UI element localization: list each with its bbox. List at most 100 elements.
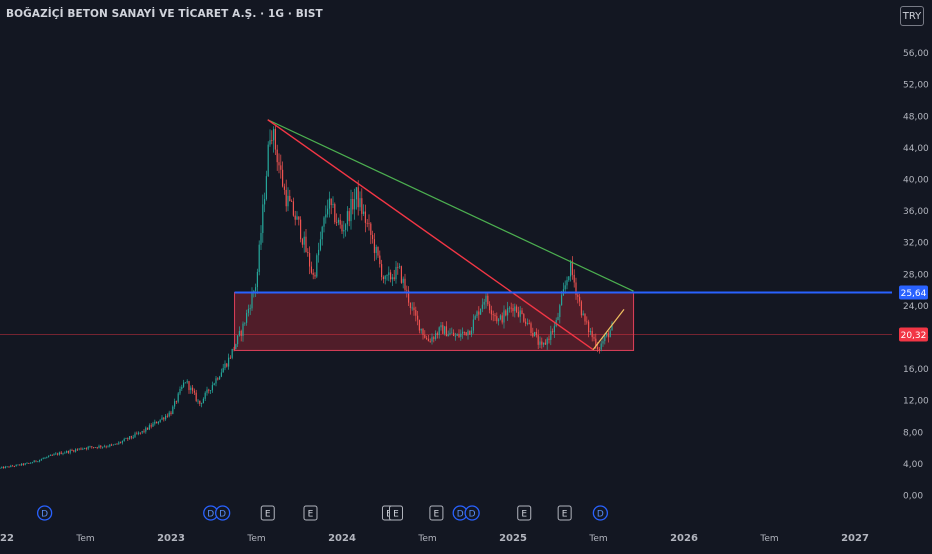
candle-body xyxy=(350,199,352,222)
candle-body xyxy=(71,450,73,451)
candle-body xyxy=(391,277,393,280)
x-tick-label: 2022 xyxy=(0,533,14,544)
candle-body xyxy=(472,319,474,331)
candle-body xyxy=(271,140,273,141)
candle-body xyxy=(571,261,573,275)
candle-body xyxy=(244,322,246,324)
candle-body xyxy=(413,307,415,311)
candle-body xyxy=(372,234,374,240)
candle-body xyxy=(474,316,476,320)
candle-body xyxy=(179,389,181,394)
dividend-marker[interactable]: D xyxy=(464,505,480,521)
candle-body xyxy=(109,444,111,447)
currency-button[interactable]: TRY xyxy=(900,6,924,26)
candle-body xyxy=(498,319,500,322)
candle-body xyxy=(523,314,525,322)
candle-body xyxy=(280,165,282,170)
candle-body xyxy=(226,363,228,367)
event-marker-label: D xyxy=(207,510,214,520)
green-trendline[interactable] xyxy=(267,119,634,292)
candle-body xyxy=(586,321,588,323)
candle-body xyxy=(409,302,411,308)
earnings-marker[interactable]: E xyxy=(388,505,403,521)
candle-body xyxy=(111,444,113,446)
candle-body xyxy=(553,326,555,333)
candle-body xyxy=(312,272,314,275)
candle-body xyxy=(168,412,170,417)
candle-body xyxy=(40,459,42,460)
candle-body xyxy=(8,466,10,468)
y-tick-label: 56,00 xyxy=(903,49,929,59)
candle-body xyxy=(181,386,183,390)
candle-body xyxy=(291,201,293,202)
candle-body xyxy=(249,308,251,310)
candle-body xyxy=(213,383,215,386)
candle-body xyxy=(606,333,608,336)
x-tick-label: Tem xyxy=(759,534,778,544)
earnings-marker[interactable]: E xyxy=(429,505,444,521)
earnings-marker[interactable]: E xyxy=(303,505,318,521)
candle-body xyxy=(375,246,377,253)
candle-body xyxy=(588,321,590,333)
candle-body xyxy=(94,447,96,448)
candle-body xyxy=(431,337,433,342)
candle-body xyxy=(130,436,132,438)
candle-body xyxy=(550,331,552,340)
candle-body xyxy=(273,128,275,141)
current-price-label-text: 20,32 xyxy=(901,331,927,341)
candle-body xyxy=(528,323,530,325)
candle-body xyxy=(289,195,291,202)
candle-body xyxy=(255,287,257,291)
candle-body xyxy=(314,274,316,277)
chart-title: BOĞAZİÇİ BETON SANAYİ VE TİCARET A.Ş. · … xyxy=(6,8,323,20)
y-tick-label: 12,00 xyxy=(903,397,929,407)
candle-body xyxy=(174,401,176,407)
red-trendline[interactable] xyxy=(267,119,594,351)
x-tick-label: Tem xyxy=(417,534,436,544)
candle-body xyxy=(377,246,379,256)
earnings-marker-box xyxy=(557,505,572,521)
projection-line[interactable] xyxy=(592,308,625,351)
candle-body xyxy=(440,325,442,328)
candle-body xyxy=(319,239,321,250)
candle-body xyxy=(469,330,471,335)
candle-body xyxy=(48,455,50,457)
x-tick-label: 2026 xyxy=(670,533,698,544)
candle-body xyxy=(175,401,177,403)
candle-body xyxy=(132,436,134,438)
candle-body xyxy=(465,332,467,336)
earnings-marker[interactable]: E xyxy=(260,505,275,521)
candle-body xyxy=(525,321,527,324)
candle-body xyxy=(490,310,492,315)
candle-body xyxy=(422,328,424,335)
y-tick-label: 40,00 xyxy=(903,176,929,186)
candle-body xyxy=(449,332,451,335)
earnings-marker[interactable]: E xyxy=(517,505,532,521)
candle-body xyxy=(292,201,294,216)
candle-body xyxy=(507,308,509,316)
event-marker-label: D xyxy=(469,510,476,520)
candle-body xyxy=(384,275,386,280)
candle-body xyxy=(150,425,152,427)
candle-body xyxy=(215,378,217,384)
candle-body xyxy=(298,216,300,220)
candle-body xyxy=(246,312,248,323)
candle-body xyxy=(222,368,224,373)
candle-body xyxy=(17,464,19,466)
horizontal-level-label-text: 25,64 xyxy=(901,289,927,299)
dividend-marker[interactable]: D xyxy=(592,505,609,521)
dividend-marker[interactable]: D xyxy=(36,505,53,521)
dividend-marker-circle xyxy=(592,505,609,521)
candle-body xyxy=(114,443,116,445)
candle-body xyxy=(53,454,55,456)
candle-body xyxy=(496,316,498,322)
candle-body xyxy=(305,236,307,252)
current-price-label-bg xyxy=(899,327,928,342)
candle-body xyxy=(296,216,298,220)
earnings-marker[interactable]: E xyxy=(557,505,572,521)
dividend-marker[interactable]: D xyxy=(215,505,231,521)
y-tick-label: 4,00 xyxy=(903,460,923,470)
y-tick-label: 52,00 xyxy=(903,81,929,91)
